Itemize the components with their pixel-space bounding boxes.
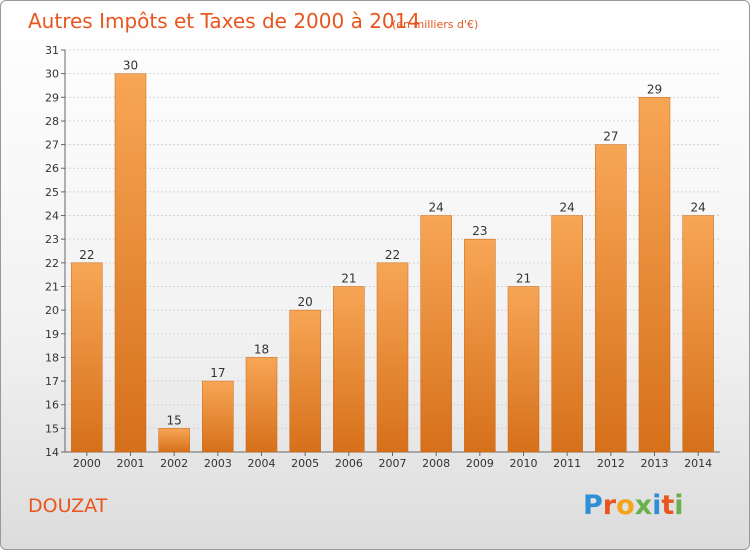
bar-2010: [507, 286, 540, 453]
y-tick-label: 16: [45, 399, 59, 412]
bar-value-label: 17: [210, 366, 225, 380]
y-tick-label: 30: [45, 68, 59, 81]
bar-value-label: 27: [603, 130, 618, 144]
x-tick-label: 2002: [160, 457, 188, 470]
x-tick-label: 2006: [335, 457, 363, 470]
bar-2013: [638, 97, 671, 453]
proxiti-logo: Proxiti: [583, 490, 684, 521]
y-tick-labels: 14 15 16 17 18 19 20 21 22 23 24 25 26 27 28 29 30 31: [45, 44, 59, 459]
x-tick-label: 2010: [510, 457, 538, 470]
y-tick-label: 22: [45, 257, 59, 270]
x-tick-label: 2011: [553, 457, 581, 470]
x-tick-label: 2007: [379, 457, 407, 470]
logo-letter: r: [602, 490, 617, 521]
bar-value-label: 20: [298, 295, 313, 309]
bar-2011: [551, 215, 583, 453]
logo-letter: P: [583, 490, 603, 521]
bar-2008: [420, 215, 452, 453]
commune-name: DOUZAT: [28, 495, 108, 517]
bar-2001: [114, 73, 147, 453]
y-tick-label: 24: [45, 210, 59, 223]
y-tick-label: 21: [45, 280, 59, 293]
x-tick-label: 2003: [204, 457, 232, 470]
bar-value-label: 22: [385, 248, 400, 262]
bar-2012: [595, 144, 627, 453]
y-tick-label: 28: [45, 115, 59, 128]
y-tick-label: 25: [45, 186, 59, 199]
y-tick-label: 20: [45, 304, 59, 317]
x-tick-label: 2005: [291, 457, 319, 470]
x-tick-label: 2013: [641, 457, 669, 470]
bar-value-label: 23: [472, 224, 487, 238]
y-tick-label: 18: [45, 351, 59, 364]
x-tick-label: 2014: [684, 457, 712, 470]
y-tick-label: 15: [45, 422, 59, 435]
logo-letter: i: [674, 490, 684, 521]
y-tick-label: 14: [45, 446, 59, 459]
logo-letter: o: [616, 490, 635, 521]
bar-2003: [202, 380, 234, 453]
bar-value-label: 21: [341, 271, 356, 285]
bar-2005: [289, 309, 321, 453]
logo-letter: t: [661, 490, 675, 521]
y-tick-label: 29: [45, 91, 59, 104]
bar-2004: [245, 357, 278, 453]
bar-2006: [333, 286, 365, 453]
y-tick-label: 31: [45, 44, 59, 57]
x-tick-label: 2008: [422, 457, 450, 470]
bar-value-label: 29: [647, 82, 662, 96]
bar-value-label: 24: [429, 201, 444, 215]
bars: [71, 73, 714, 453]
bar-2014: [682, 215, 714, 453]
bar-2000: [71, 262, 103, 453]
chart-subtitle: (en milliers d'€): [392, 18, 479, 31]
y-tick-label: 17: [45, 375, 59, 388]
y-tick-label: 27: [45, 139, 59, 152]
bar-value-label: 22: [79, 248, 94, 262]
x-tick-label: 2004: [248, 457, 276, 470]
x-tick-label: 2012: [597, 457, 625, 470]
bar-value-label: 24: [560, 201, 575, 215]
chart-title: Autres Impôts et Taxes de 2000 à 2014: [28, 9, 421, 33]
bar-value-label: 30: [123, 59, 138, 73]
x-tick-label: 2001: [117, 457, 145, 470]
bar-value-label: 15: [167, 413, 182, 427]
logo-letter: x: [634, 490, 653, 521]
bar-2007: [376, 262, 409, 453]
bar-value-labels: 22 30 15 17 18 20 21 22 24 23 21 24 27 29 24: [79, 59, 706, 428]
x-tick-label: 2009: [466, 457, 494, 470]
y-tick-label: 19: [45, 328, 59, 341]
x-tick-labels: 2000 2001 2002 2003 2004 2005 2006 2007 2008 2009…: [73, 452, 712, 470]
bar-2002: [158, 428, 190, 453]
bar-value-label: 18: [254, 342, 269, 356]
logo-letter: i: [652, 490, 662, 521]
y-tick-label: 26: [45, 162, 59, 175]
y-tick-label: 23: [45, 233, 59, 246]
bar-2009: [464, 238, 496, 453]
x-tick-label: 2000: [73, 457, 101, 470]
bar-value-label: 24: [691, 201, 706, 215]
bar-value-label: 21: [516, 271, 531, 285]
